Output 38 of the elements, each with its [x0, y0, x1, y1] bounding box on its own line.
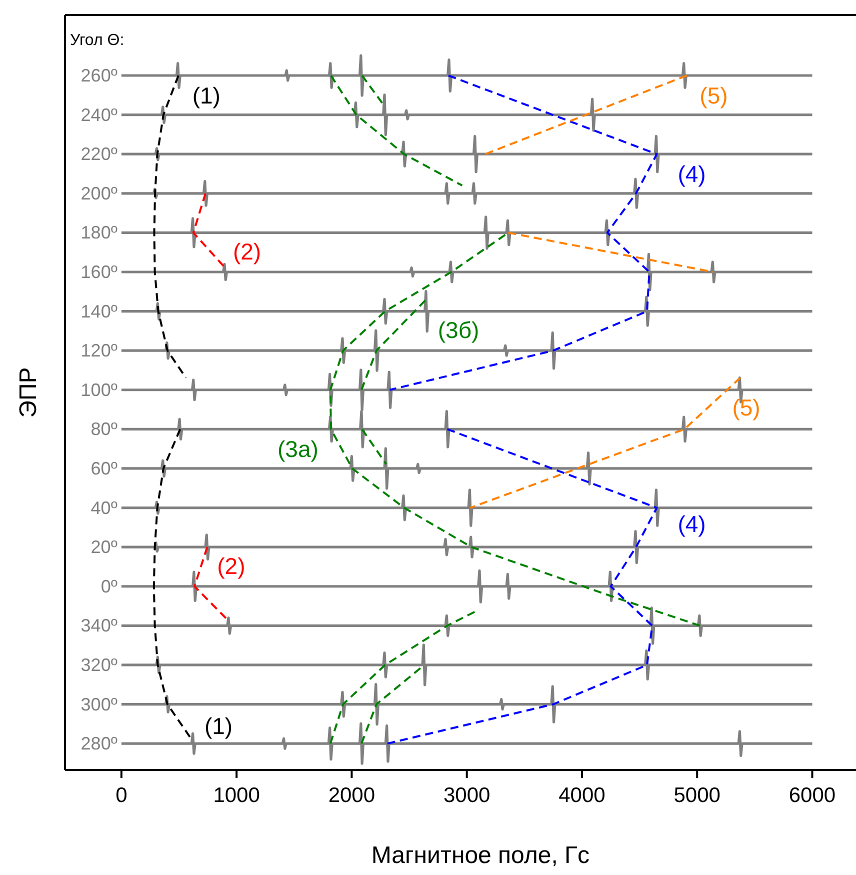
- x-tick-label: 3000: [443, 784, 490, 807]
- series-label: 40º: [90, 498, 118, 518]
- series-label: (1): [204, 712, 233, 739]
- series-label: 300º: [80, 694, 118, 714]
- series-label: 80º: [90, 419, 118, 440]
- x-tick-label: 6000: [788, 784, 836, 807]
- series-label: 220º: [80, 144, 118, 164]
- series-label: 160º: [80, 262, 118, 282]
- series-label: (4): [678, 161, 706, 188]
- series-label: (3б): [438, 317, 480, 344]
- text: Угол Θ:: [70, 32, 124, 49]
- series-label: 260º: [80, 66, 118, 86]
- x-tick-label: 5000: [674, 784, 720, 807]
- series-label: (1): [192, 82, 220, 109]
- series-label: 100º: [80, 380, 118, 400]
- x-tick-label: 1000: [213, 784, 260, 807]
- series-label: (3а): [278, 436, 318, 462]
- series-label: 320º: [80, 654, 118, 675]
- series-label: 280º: [80, 734, 118, 754]
- x-axis-title: Магнитное поле, Гс: [371, 842, 590, 869]
- series-label: 140º: [80, 301, 118, 322]
- y-axis-title: ЭПР: [15, 367, 42, 418]
- series-label: (5): [700, 82, 728, 109]
- series-label: (2): [232, 238, 262, 265]
- series-label: 200º: [80, 183, 118, 204]
- series-label: 180º: [80, 222, 118, 243]
- series-label: 20º: [90, 537, 118, 558]
- series-label: 0º: [100, 576, 118, 596]
- series-label: (2): [217, 553, 246, 580]
- x-tick-label: 0: [116, 784, 128, 807]
- series-label: 120º: [80, 340, 118, 361]
- series-label: 240º: [80, 104, 118, 125]
- x-tick-label: 2000: [328, 784, 376, 807]
- x-tick-label: 4000: [558, 784, 606, 807]
- series-label: (5): [732, 394, 760, 421]
- series-label: (4): [678, 510, 706, 537]
- series-label: 60º: [90, 458, 118, 478]
- series-label: 340º: [80, 616, 118, 636]
